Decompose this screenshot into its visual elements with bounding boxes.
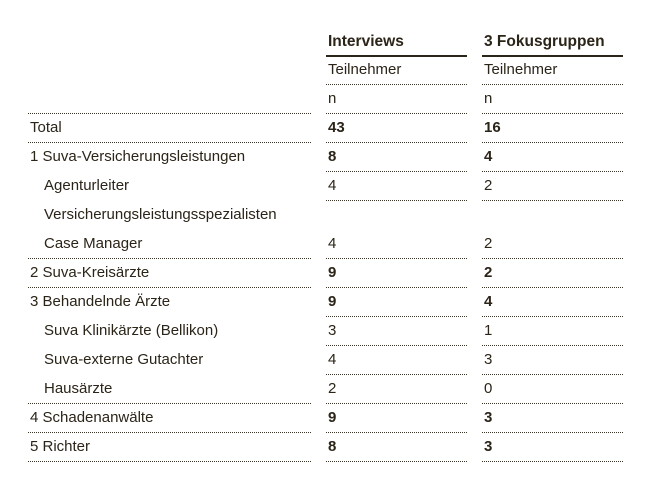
fokusgruppen-row-rule xyxy=(482,316,623,317)
fokusgruppen-header-rule xyxy=(482,55,623,57)
interviews-row-rule xyxy=(326,316,467,317)
row-label: 4 Schadenanwälte xyxy=(30,409,154,426)
row-label-rule xyxy=(28,142,311,143)
fokusgruppen-value: 4 xyxy=(484,148,493,165)
interviews-row-rule xyxy=(326,345,467,346)
row-label-rule xyxy=(28,461,311,462)
fokusgruppen-row-rule xyxy=(482,200,623,201)
fokusgruppen-column-header: 3 Fokusgruppen xyxy=(484,33,605,50)
row-label: 5 Richter xyxy=(30,438,91,455)
fokusgruppen-row-rule xyxy=(482,374,623,375)
fokusgruppen-row-rule xyxy=(482,171,623,172)
row-label: Agenturleiter xyxy=(44,177,130,194)
fokusgruppen-value: 3 xyxy=(484,438,493,455)
row-label-rule xyxy=(28,287,311,288)
interviews-value: 9 xyxy=(328,293,337,310)
fokusgruppen-unit-rule xyxy=(482,113,623,114)
row-label: 3 Behandelnde Ärzte xyxy=(30,293,171,310)
interviews-value: 43 xyxy=(328,119,345,136)
interviews-header-rule xyxy=(326,55,467,57)
fokusgruppen-row-rule xyxy=(482,345,623,346)
interviews-value: 4 xyxy=(328,351,337,368)
interviews-value: 8 xyxy=(328,148,337,165)
interviews-row-rule xyxy=(326,374,467,375)
interviews-row-rule xyxy=(326,171,467,172)
fokusgruppen-value: 3 xyxy=(484,351,493,368)
row-label: 1 Suva-Versicherungsleistungen xyxy=(30,148,246,165)
fokusgruppen-value: 4 xyxy=(484,293,493,310)
interviews-row-rule xyxy=(326,432,467,433)
fokusgruppen-row-rule xyxy=(482,142,623,143)
interviews-value: 4 xyxy=(328,235,337,252)
fokusgruppen-value: 3 xyxy=(484,409,493,426)
fokusgruppen-row-rule xyxy=(482,287,623,288)
fokusgruppen-value: 16 xyxy=(484,119,501,136)
interviews-row-rule xyxy=(326,258,467,259)
row-label: Case Manager xyxy=(44,235,143,252)
interviews-row-rule xyxy=(326,403,467,404)
interviews-row-rule xyxy=(326,287,467,288)
fokusgruppen-row-rule xyxy=(482,461,623,462)
interviews-value: 9 xyxy=(328,264,337,281)
row-label: Suva Klinikärzte (Bellikon) xyxy=(44,322,219,339)
interviews-value: 4 xyxy=(328,177,337,194)
fokusgruppen-value: 1 xyxy=(484,322,493,339)
interviews-unit: n xyxy=(328,90,337,107)
fokusgruppen-unit: n xyxy=(484,90,493,107)
row-label-rule xyxy=(28,258,311,259)
row-label-rule xyxy=(28,432,311,433)
interviews-subheader-rule xyxy=(326,84,467,85)
interviews-subheader: Teilnehmer xyxy=(328,61,402,78)
interviews-value: 8 xyxy=(328,438,337,455)
interviews-row-rule xyxy=(326,142,467,143)
row-label-rule xyxy=(28,403,311,404)
fokusgruppen-value: 2 xyxy=(484,235,493,252)
interviews-column-header: Interviews xyxy=(328,33,404,50)
interviews-row-rule xyxy=(326,461,467,462)
fokusgruppen-row-rule xyxy=(482,432,623,433)
fokusgruppen-value: 2 xyxy=(484,177,493,194)
interviews-row-rule xyxy=(326,200,467,201)
fokusgruppen-value: 2 xyxy=(484,264,493,281)
interviews-value: 2 xyxy=(328,380,337,397)
row-label: Suva-externe Gutachter xyxy=(44,351,204,368)
interviews-unit-rule xyxy=(326,113,467,114)
fokusgruppen-value: 0 xyxy=(484,380,493,397)
fokusgruppen-subheader-rule xyxy=(482,84,623,85)
label-column-top-rule xyxy=(28,113,311,114)
fokusgruppen-row-rule xyxy=(482,258,623,259)
interviews-value: 3 xyxy=(328,322,337,339)
row-label: Hausärzte xyxy=(44,380,113,397)
row-label: 2 Suva-Kreisärzte xyxy=(30,264,150,281)
fokusgruppen-row-rule xyxy=(482,403,623,404)
row-label: Total xyxy=(30,119,62,136)
fokusgruppen-subheader: Teilnehmer xyxy=(484,61,558,78)
row-label: Versicherungsleistungsspezialisten xyxy=(44,206,277,223)
interviews-value: 9 xyxy=(328,409,337,426)
